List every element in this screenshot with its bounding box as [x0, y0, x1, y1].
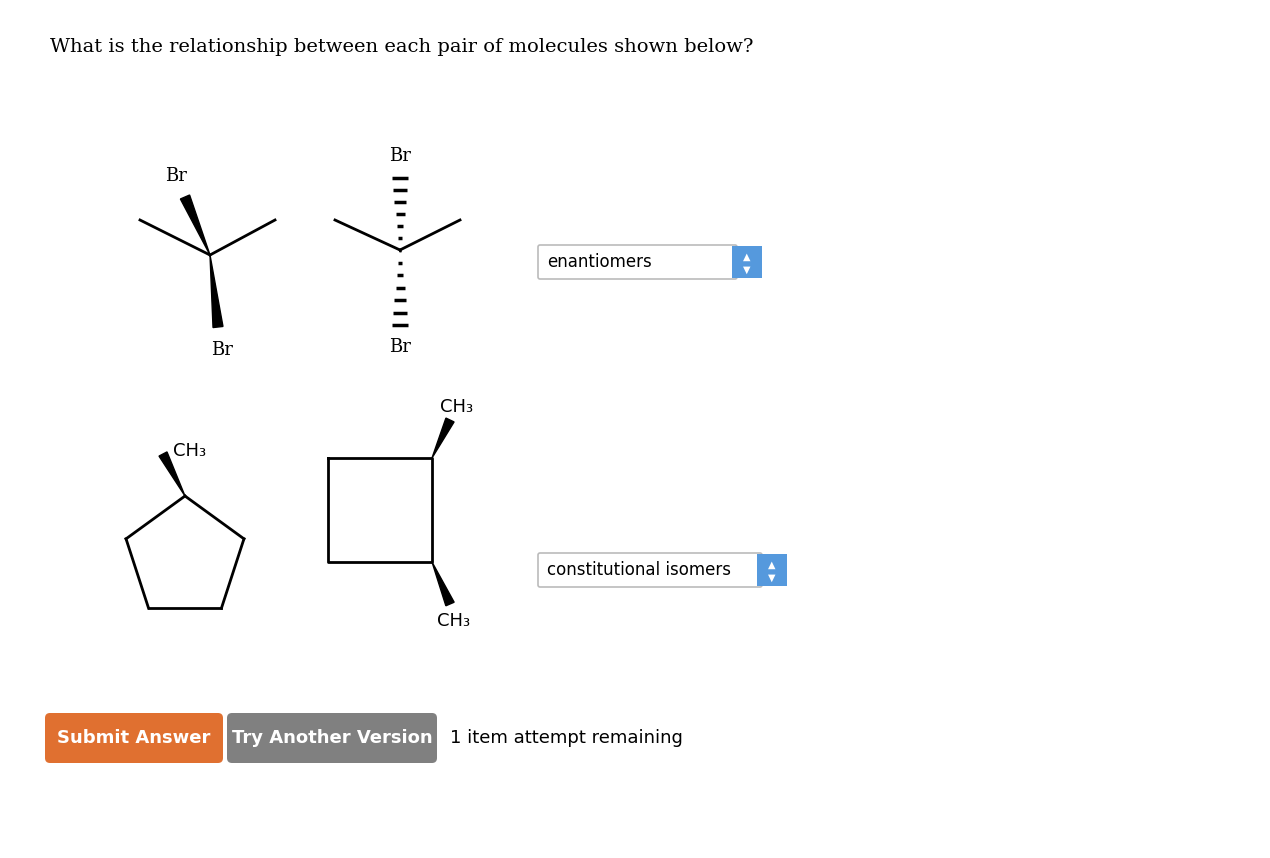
Text: Br: Br — [389, 338, 411, 356]
Text: Br: Br — [165, 167, 187, 185]
Polygon shape — [432, 562, 455, 606]
FancyBboxPatch shape — [757, 554, 787, 586]
Text: CH₃: CH₃ — [439, 398, 474, 416]
Text: constitutional isomers: constitutional isomers — [547, 561, 732, 579]
Text: enantiomers: enantiomers — [547, 253, 652, 271]
Text: ▲: ▲ — [768, 560, 776, 570]
FancyBboxPatch shape — [44, 713, 224, 763]
Text: What is the relationship between each pair of molecules shown below?: What is the relationship between each pa… — [50, 38, 753, 56]
Text: CH₃: CH₃ — [437, 612, 470, 630]
Polygon shape — [432, 418, 455, 458]
Polygon shape — [180, 195, 210, 255]
Text: CH₃: CH₃ — [173, 442, 206, 460]
Polygon shape — [159, 452, 185, 496]
Text: 1 item attempt remaining: 1 item attempt remaining — [450, 729, 683, 747]
FancyBboxPatch shape — [538, 553, 762, 587]
FancyBboxPatch shape — [538, 245, 737, 279]
Polygon shape — [210, 255, 224, 328]
Text: ▲: ▲ — [743, 252, 751, 262]
FancyBboxPatch shape — [732, 246, 762, 278]
Text: ▼: ▼ — [743, 265, 751, 275]
FancyBboxPatch shape — [227, 713, 437, 763]
Text: ▼: ▼ — [768, 573, 776, 583]
Text: Try Another Version: Try Another Version — [231, 729, 432, 747]
Text: Br: Br — [389, 147, 411, 165]
Text: Br: Br — [211, 341, 232, 359]
Text: Submit Answer: Submit Answer — [57, 729, 211, 747]
